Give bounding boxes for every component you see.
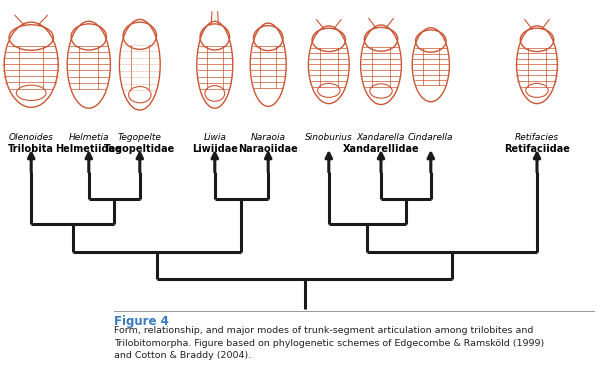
Text: Naraoiidae: Naraoiidae (238, 144, 298, 154)
Text: Olenoides: Olenoides (9, 134, 53, 142)
Text: Retifacies: Retifacies (515, 134, 559, 142)
Text: Liwia: Liwia (203, 134, 226, 142)
Text: and Cotton & Braddy (2004).: and Cotton & Braddy (2004). (114, 351, 251, 360)
Text: Trilobitomorpha. Figure based on phylogenetic schemes of Edgecombe & Ramsköld (1: Trilobitomorpha. Figure based on phyloge… (114, 339, 544, 347)
Text: Xandarella: Xandarella (357, 134, 405, 142)
Text: Xandarellidae: Xandarellidae (343, 144, 419, 154)
Text: Helmetiidae: Helmetiidae (55, 144, 122, 154)
Text: Tegopelte: Tegopelte (118, 134, 162, 142)
Text: Sinoburius: Sinoburius (305, 134, 353, 142)
Text: Retifaciidae: Retifaciidae (504, 144, 570, 154)
Text: Trilobita: Trilobita (8, 144, 54, 154)
Text: Naraoia: Naraoia (251, 134, 286, 142)
Text: Liwiidae: Liwiidae (192, 144, 238, 154)
Text: Helmetia: Helmetia (68, 134, 109, 142)
Text: Form, relationship, and major modes of trunk-segment articulation among trilobit: Form, relationship, and major modes of t… (114, 326, 533, 334)
Text: Cindarella: Cindarella (408, 134, 454, 142)
Text: Tegopeltidae: Tegopeltidae (104, 144, 175, 154)
Text: Figure 4: Figure 4 (114, 314, 169, 327)
